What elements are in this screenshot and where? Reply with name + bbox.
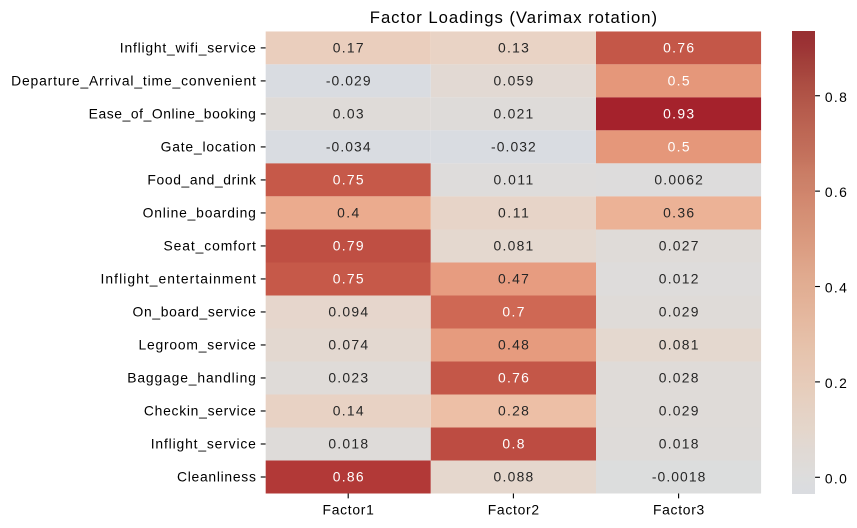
svg-text:0.4: 0.4: [337, 205, 359, 221]
svg-text:0.7: 0.7: [502, 304, 524, 320]
svg-text:0.023: 0.023: [328, 370, 368, 386]
svg-text:0.75: 0.75: [333, 172, 364, 188]
svg-text:0.094: 0.094: [328, 304, 368, 320]
svg-text:0.074: 0.074: [328, 337, 368, 353]
svg-text:0.17: 0.17: [333, 39, 364, 55]
svg-text:0.4: 0.4: [825, 280, 847, 296]
svg-text:Factor Loadings (Varimax rotat: Factor Loadings (Varimax rotation): [370, 8, 657, 27]
svg-text:-0.0018: -0.0018: [652, 469, 706, 485]
svg-text:Legroom_service: Legroom_service: [138, 337, 256, 353]
svg-text:0.5: 0.5: [668, 73, 690, 89]
svg-text:Departure_Arrival_time_conveni: Departure_Arrival_time_convenient: [11, 73, 256, 89]
svg-text:0.47: 0.47: [498, 271, 529, 287]
svg-text:Online_boarding: Online_boarding: [143, 205, 256, 221]
svg-text:Inflight_entertainment: Inflight_entertainment: [101, 271, 257, 287]
svg-text:0.93: 0.93: [663, 106, 694, 122]
svg-text:0.081: 0.081: [494, 238, 534, 254]
svg-text:0.011: 0.011: [494, 172, 534, 188]
svg-text:0.081: 0.081: [659, 337, 699, 353]
svg-text:0.14: 0.14: [333, 403, 364, 419]
svg-text:0.48: 0.48: [498, 337, 529, 353]
svg-text:0.11: 0.11: [498, 205, 529, 221]
svg-text:0.75: 0.75: [333, 271, 364, 287]
svg-text:0.012: 0.012: [659, 271, 699, 287]
svg-text:0.2: 0.2: [825, 375, 847, 391]
svg-text:0.028: 0.028: [659, 370, 699, 386]
svg-text:0.79: 0.79: [333, 238, 364, 254]
svg-text:Factor2: Factor2: [488, 501, 540, 517]
svg-text:0.76: 0.76: [498, 370, 529, 386]
svg-text:0.36: 0.36: [663, 205, 694, 221]
svg-text:0.13: 0.13: [498, 39, 529, 55]
svg-text:0.5: 0.5: [668, 139, 690, 155]
svg-text:Inflight_service: Inflight_service: [151, 436, 256, 452]
svg-text:0.8: 0.8: [502, 436, 524, 452]
svg-text:0.029: 0.029: [659, 403, 699, 419]
svg-text:0.018: 0.018: [328, 436, 368, 452]
svg-text:Checkin_service: Checkin_service: [144, 403, 256, 419]
svg-text:0.6: 0.6: [825, 184, 847, 200]
svg-text:Gate_location: Gate_location: [161, 139, 256, 155]
svg-text:0.021: 0.021: [494, 106, 534, 122]
svg-text:Factor3: Factor3: [653, 501, 705, 517]
svg-text:Seat_comfort: Seat_comfort: [164, 238, 257, 254]
svg-text:0.8: 0.8: [825, 89, 847, 105]
svg-text:-0.034: -0.034: [326, 139, 371, 155]
svg-text:0.03: 0.03: [333, 106, 364, 122]
svg-text:0.28: 0.28: [498, 403, 529, 419]
svg-text:0.0062: 0.0062: [654, 172, 703, 188]
svg-text:-0.029: -0.029: [326, 73, 371, 89]
svg-text:0.088: 0.088: [494, 469, 534, 485]
svg-text:0.76: 0.76: [663, 39, 694, 55]
svg-text:Cleanliness: Cleanliness: [177, 469, 256, 485]
svg-text:On_board_service: On_board_service: [133, 304, 257, 320]
svg-text:0.0: 0.0: [825, 470, 847, 486]
svg-text:Food_and_drink: Food_and_drink: [147, 172, 256, 188]
svg-text:0.018: 0.018: [659, 436, 699, 452]
svg-text:0.059: 0.059: [494, 73, 534, 89]
svg-text:Inflight_wifi_service: Inflight_wifi_service: [120, 39, 256, 55]
svg-text:Ease_of_Online_booking: Ease_of_Online_booking: [89, 106, 256, 122]
svg-text:0.86: 0.86: [333, 469, 364, 485]
svg-text:0.027: 0.027: [659, 238, 699, 254]
svg-text:Baggage_handling: Baggage_handling: [127, 370, 256, 386]
svg-text:0.029: 0.029: [659, 304, 699, 320]
svg-text:-0.032: -0.032: [491, 139, 536, 155]
svg-text:Factor1: Factor1: [323, 501, 375, 517]
